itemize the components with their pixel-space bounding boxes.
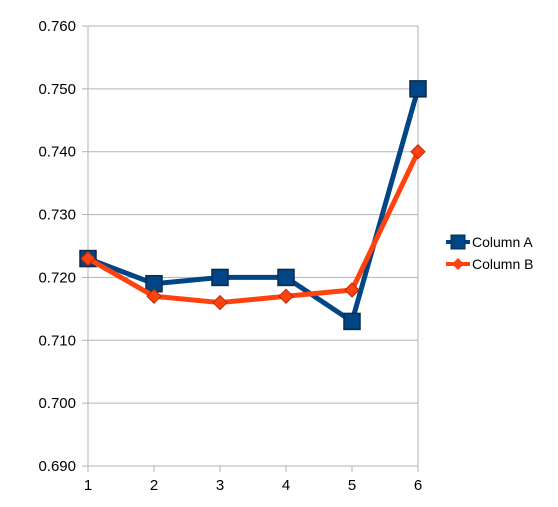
data-point: [344, 282, 360, 298]
data-point: [278, 288, 294, 304]
data-point: [343, 312, 361, 331]
x-tick-label: 1: [84, 477, 92, 494]
y-tick-label: 0.690: [38, 458, 76, 475]
data-point: [211, 268, 229, 287]
legend-label: Column A: [472, 234, 533, 250]
gridlines: [88, 25, 418, 467]
y-tick-label: 0.760: [38, 18, 76, 35]
data-point: [410, 144, 426, 160]
axes: [87, 26, 419, 467]
legend-square-icon: [450, 234, 466, 250]
series-line: [86, 150, 421, 306]
y-tick-label: 0.710: [38, 332, 76, 349]
data-point: [146, 288, 162, 304]
x-tick-label: 3: [216, 477, 224, 494]
y-tick-label: 0.720: [38, 269, 76, 286]
y-tick-label: 0.700: [38, 395, 76, 412]
legend-diamond-icon: [452, 258, 464, 270]
y-tick-label: 0.740: [38, 144, 76, 161]
data-point: [80, 250, 96, 267]
series-column-a: [79, 80, 427, 331]
legend-item: Column A: [446, 234, 533, 250]
data-point: [277, 268, 295, 287]
legend-item: Column B: [446, 256, 533, 272]
x-tick-label: 2: [150, 477, 158, 494]
x-tick-label: 4: [282, 477, 290, 494]
data-point: [212, 294, 228, 311]
legend: Column A Column B: [446, 234, 533, 272]
y-tick-label: 0.750: [38, 81, 76, 98]
x-axis-ticks: 1 2 3 4 5 6: [84, 466, 422, 494]
legend-label: Column B: [472, 256, 533, 272]
y-axis-ticks: 0.690 0.700 0.710 0.720 0.730 0.740 0.750 0.760: [38, 18, 88, 475]
x-tick-label: 6: [414, 477, 422, 494]
y-tick-label: 0.730: [38, 207, 76, 224]
series-layer: [79, 80, 427, 331]
series-column-b: [80, 144, 426, 311]
x-tick-label: 5: [348, 477, 356, 494]
data-point: [409, 80, 427, 98]
series-line: [87, 88, 421, 324]
